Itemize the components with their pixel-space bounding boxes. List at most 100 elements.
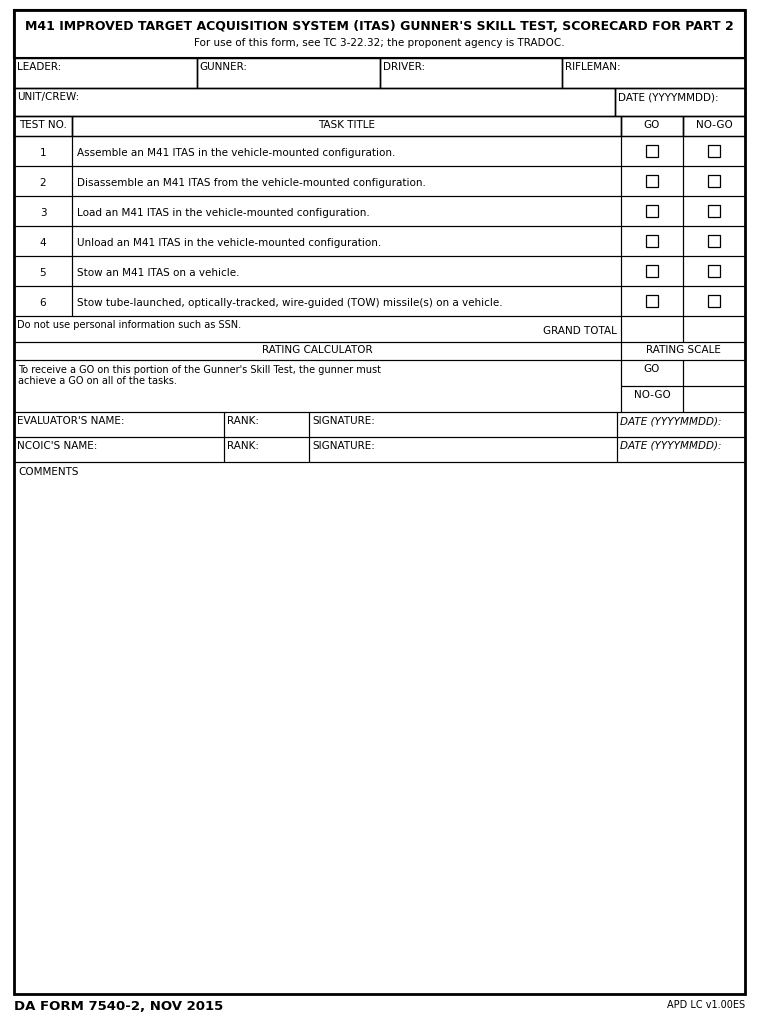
Bar (683, 360, 745, 386)
Bar (14, 196, 72, 226)
Text: DATE (YYYYMMDD):: DATE (YYYYMMDD): (620, 441, 722, 451)
Text: 1: 1 (39, 147, 46, 158)
Bar (683, 386, 745, 412)
Text: M41 IMPROVED TARGET ACQUISITION SYSTEM (ITAS) GUNNER'S SKILL TEST, SCORECARD FOR: M41 IMPROVED TARGET ACQUISITION SYSTEM (… (25, 20, 734, 33)
Bar (617, 412, 745, 437)
Bar (617, 437, 745, 462)
Text: RATING SCALE: RATING SCALE (646, 345, 720, 355)
Text: Stow tube-launched, optically-tracked, wire-guided (TOW) missile(s) on a vehicle: Stow tube-launched, optically-tracked, w… (77, 298, 502, 307)
Text: SIGNATURE:: SIGNATURE: (312, 441, 375, 451)
Text: 6: 6 (39, 298, 46, 307)
Bar (683, 136, 745, 166)
Text: NO-GO: NO-GO (696, 120, 732, 130)
Bar (708, 175, 720, 187)
Text: COMMENTS: COMMENTS (18, 467, 78, 477)
Text: NO-GO: NO-GO (634, 390, 670, 400)
Bar (72, 166, 621, 196)
Text: Disassemble an M41 ITAS from the vehicle-mounted configuration.: Disassemble an M41 ITAS from the vehicle… (77, 177, 426, 187)
Bar (646, 175, 658, 187)
Bar (615, 88, 745, 116)
Bar (14, 136, 72, 166)
Text: Assemble an M41 ITAS in the vehicle-mounted configuration.: Assemble an M41 ITAS in the vehicle-moun… (77, 147, 395, 158)
Text: APD LC v1.00ES: APD LC v1.00ES (667, 1000, 745, 1010)
Text: UNIT/CREW:: UNIT/CREW: (17, 92, 79, 102)
Bar (683, 316, 745, 342)
Bar (646, 265, 658, 278)
Bar (683, 196, 745, 226)
Bar (683, 226, 745, 256)
Bar (14, 360, 621, 412)
Text: GO: GO (644, 120, 660, 130)
Bar (683, 286, 745, 316)
Bar (72, 136, 621, 166)
Bar (621, 360, 683, 386)
Bar (14, 58, 197, 88)
Bar (621, 136, 683, 166)
Bar (72, 196, 621, 226)
Text: GUNNER:: GUNNER: (200, 62, 247, 72)
Bar (646, 145, 658, 157)
Text: DATE (YYYYMMDD):: DATE (YYYYMMDD): (620, 416, 722, 426)
Text: 4: 4 (39, 238, 46, 248)
Text: RATING CALCULATOR: RATING CALCULATOR (262, 345, 373, 355)
Bar (72, 286, 621, 316)
Bar (562, 58, 745, 88)
Bar (621, 386, 683, 412)
Bar (683, 166, 745, 196)
Text: RANK:: RANK: (227, 441, 259, 451)
Bar (224, 412, 309, 437)
Bar (380, 58, 562, 88)
Bar (708, 205, 720, 217)
Text: RANK:: RANK: (227, 416, 259, 426)
Text: To receive a GO on this portion of the Gunner's Skill Test, the gunner must: To receive a GO on this portion of the G… (18, 365, 381, 375)
Bar (708, 145, 720, 157)
Bar (14, 342, 621, 360)
Bar (621, 166, 683, 196)
Bar (197, 58, 380, 88)
Bar (621, 196, 683, 226)
Text: 3: 3 (39, 208, 46, 217)
Bar (621, 226, 683, 256)
Bar (621, 342, 745, 360)
Bar (14, 166, 72, 196)
Bar (14, 462, 745, 994)
Text: Stow an M41 ITAS on a vehicle.: Stow an M41 ITAS on a vehicle. (77, 267, 240, 278)
Text: Unload an M41 ITAS in the vehicle-mounted configuration.: Unload an M41 ITAS in the vehicle-mounte… (77, 238, 381, 248)
Bar (683, 116, 745, 136)
Text: 5: 5 (39, 267, 46, 278)
Bar (621, 316, 683, 342)
Text: achieve a GO on all of the tasks.: achieve a GO on all of the tasks. (18, 376, 177, 386)
Bar (683, 256, 745, 286)
Text: DRIVER:: DRIVER: (383, 62, 424, 72)
Bar (646, 295, 658, 307)
Text: LEADER:: LEADER: (17, 62, 61, 72)
Text: NCOIC'S NAME:: NCOIC'S NAME: (17, 441, 97, 451)
Text: For use of this form, see TC 3-22.32; the proponent agency is TRADOC.: For use of this form, see TC 3-22.32; th… (194, 38, 565, 48)
Text: DA FORM 7540-2, NOV 2015: DA FORM 7540-2, NOV 2015 (14, 1000, 223, 1013)
Text: Do not use personal information such as SSN.: Do not use personal information such as … (17, 319, 241, 330)
Text: 2: 2 (39, 177, 46, 187)
Text: DATE (YYYYMMDD):: DATE (YYYYMMDD): (618, 92, 719, 102)
Bar (14, 256, 72, 286)
Bar (14, 316, 621, 342)
Bar (621, 256, 683, 286)
Bar (621, 116, 683, 136)
Bar (72, 116, 621, 136)
Bar (14, 437, 224, 462)
Bar (14, 88, 615, 116)
Text: RIFLEMAN:: RIFLEMAN: (565, 62, 621, 72)
Bar (14, 116, 72, 136)
Bar (309, 437, 617, 462)
Text: TEST NO.: TEST NO. (19, 120, 67, 130)
Text: SIGNATURE:: SIGNATURE: (312, 416, 375, 426)
Text: EVALUATOR'S NAME:: EVALUATOR'S NAME: (17, 416, 124, 426)
Bar (708, 234, 720, 247)
Bar (14, 412, 224, 437)
Bar (224, 437, 309, 462)
Bar (72, 256, 621, 286)
Text: GO: GO (644, 364, 660, 374)
Text: GRAND TOTAL: GRAND TOTAL (543, 326, 617, 336)
Text: Load an M41 ITAS in the vehicle-mounted configuration.: Load an M41 ITAS in the vehicle-mounted … (77, 208, 370, 217)
Bar (708, 295, 720, 307)
Bar (14, 226, 72, 256)
